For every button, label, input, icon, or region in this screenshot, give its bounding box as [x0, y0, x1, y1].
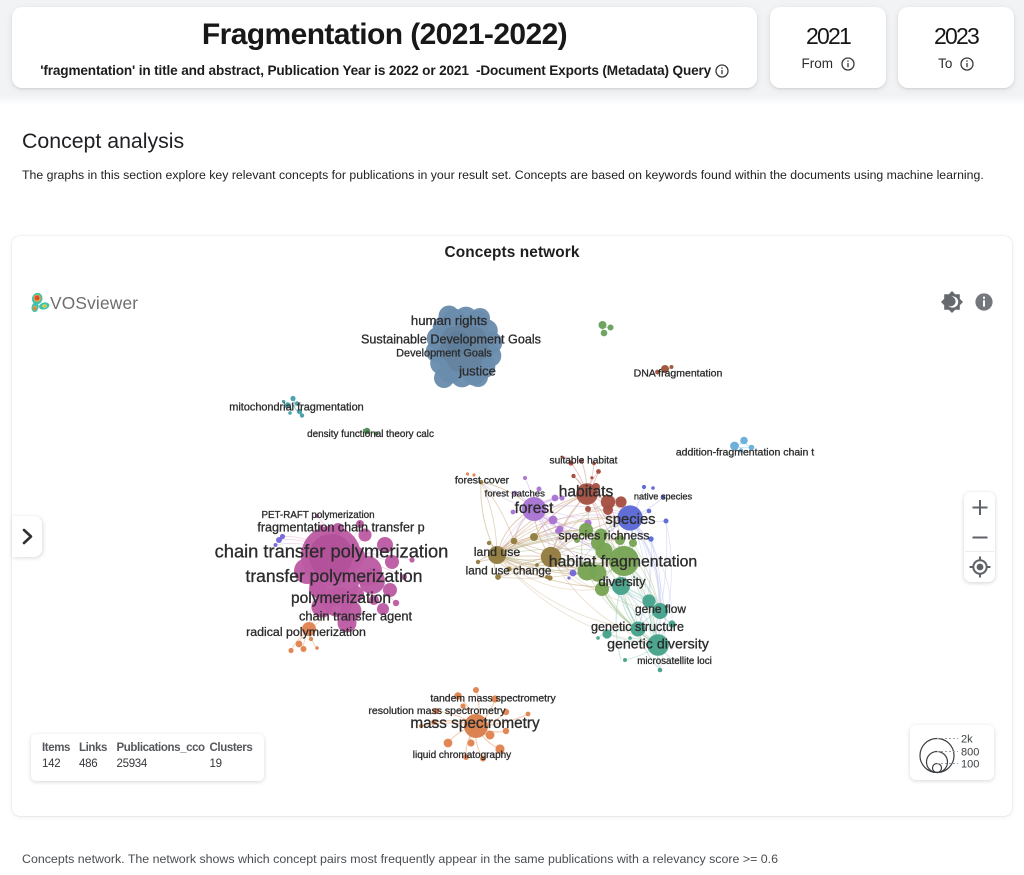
svg-text:diversity: diversity	[599, 574, 647, 589]
svg-text:100: 100	[961, 759, 979, 771]
svg-text:land use change: land use change	[466, 565, 552, 578]
svg-text:habitat fragmentation: habitat fragmentation	[549, 554, 697, 571]
svg-text:Development Goals: Development Goals	[396, 347, 492, 359]
svg-text:2k: 2k	[961, 734, 973, 746]
svg-text:habitats: habitats	[559, 484, 614, 501]
svg-text:genetic diversity: genetic diversity	[607, 637, 710, 653]
svg-text:Sustainable Development Goals: Sustainable Development Goals	[361, 333, 541, 347]
svg-text:PET-RAFT polymerization: PET-RAFT polymerization	[261, 510, 374, 521]
svg-text:land use: land use	[474, 545, 521, 559]
svg-text:DNA fragmentation: DNA fragmentation	[634, 367, 723, 379]
svg-text:liquid chromatography: liquid chromatography	[413, 750, 511, 761]
svg-text:genetic structure: genetic structure	[591, 620, 684, 634]
svg-text:forest patches: forest patches	[485, 489, 545, 500]
svg-text:species: species	[605, 512, 655, 528]
svg-text:mass spectrometry: mass spectrometry	[410, 715, 540, 732]
svg-text:human rights: human rights	[411, 313, 488, 328]
svg-text:suitable habitat: suitable habitat	[550, 456, 618, 467]
svg-text:chain transfer polymerization: chain transfer polymerization	[215, 541, 449, 562]
svg-text:native species: native species	[634, 491, 693, 501]
svg-text:polymerization: polymerization	[291, 590, 391, 607]
svg-text:mitochondrial fragmentation: mitochondrial fragmentation	[229, 401, 363, 413]
svg-text:justice: justice	[458, 364, 496, 379]
svg-text:microsatellite loci: microsatellite loci	[637, 656, 712, 667]
svg-text:resolution mass spectrometry: resolution mass spectrometry	[368, 705, 506, 717]
svg-text:800: 800	[961, 747, 979, 759]
svg-text:forest: forest	[515, 500, 554, 517]
svg-text:density functional theory calc: density functional theory calc	[307, 429, 434, 440]
svg-text:forest cover: forest cover	[455, 475, 510, 486]
svg-text:tandem mass spectrometry: tandem mass spectrometry	[430, 694, 556, 705]
svg-text:species richness: species richness	[559, 528, 650, 542]
svg-text:fragmentation chain transfer p: fragmentation chain transfer p	[257, 521, 424, 535]
svg-text:radical polymerization: radical polymerization	[246, 625, 366, 639]
svg-text:gene flow: gene flow	[635, 602, 686, 616]
svg-text:addition-fragmentation chain t: addition-fragmentation chain t	[676, 446, 814, 458]
svg-text:chain transfer agent: chain transfer agent	[299, 609, 413, 624]
svg-text:transfer polymerization: transfer polymerization	[245, 566, 422, 586]
